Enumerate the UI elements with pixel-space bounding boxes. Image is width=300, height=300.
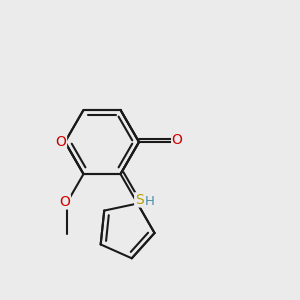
Text: S: S <box>135 193 143 207</box>
Text: O: O <box>56 135 66 149</box>
Text: O: O <box>59 195 70 209</box>
Text: H: H <box>144 195 154 208</box>
Text: O: O <box>172 133 183 147</box>
